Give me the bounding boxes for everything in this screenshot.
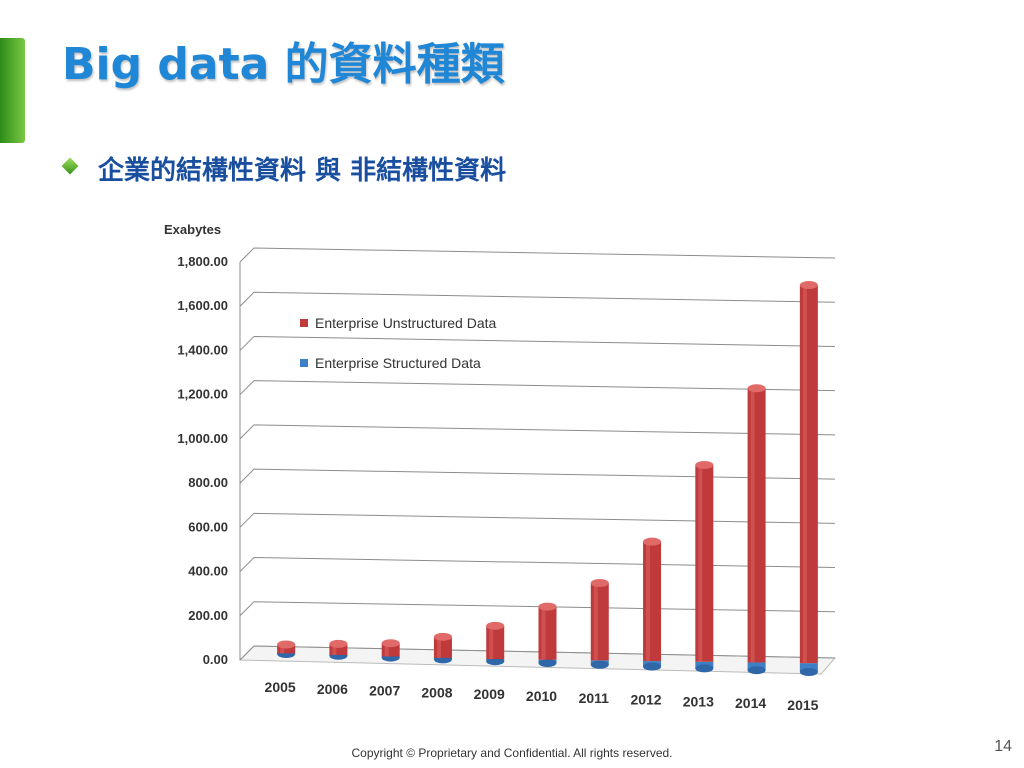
copyright-footer: Copyright © Proprietary and Confidential…	[351, 746, 673, 760]
bar-unstructured-cap	[433, 632, 452, 641]
x-tick-label: 2015	[787, 697, 818, 713]
bar-structured-base	[590, 660, 609, 669]
bar-structured-base	[747, 666, 766, 675]
y-tick-label: 1,200.00	[177, 387, 228, 402]
bar-unstructured-highlight	[698, 464, 703, 662]
y-tick-label: 800.00	[188, 475, 228, 490]
bar-unstructured-highlight	[384, 643, 389, 657]
legend-swatch	[300, 319, 308, 327]
slide-title: Big data 的資料種類	[62, 39, 505, 90]
x-tick-label: 2008	[421, 684, 452, 700]
bar-unstructured	[486, 625, 505, 659]
bar-unstructured	[277, 644, 296, 654]
legend-label: Enterprise Unstructured Data	[315, 315, 497, 331]
bar-structured-base	[695, 664, 714, 673]
bar-unstructured	[799, 285, 818, 664]
bar-unstructured	[590, 582, 609, 661]
back-wall	[240, 248, 835, 270]
y-tick-label: 400.00	[188, 564, 228, 579]
chart-floor	[238, 645, 837, 675]
gridline	[239, 247, 836, 263]
bar-unstructured-cap	[695, 460, 714, 469]
gridline	[239, 601, 836, 617]
y-tick-label: 1,800.00	[177, 254, 228, 269]
bar-unstructured-cap	[329, 639, 348, 648]
x-tick-label: 2012	[630, 692, 661, 708]
x-tick-label: 2007	[369, 683, 400, 699]
bar-unstructured-highlight	[280, 644, 285, 654]
gridline	[239, 557, 836, 572]
y-tick-label: 0.00	[203, 652, 228, 667]
chart-svg: 0.00 200.00 400.00 600.00 800.00 1,000.00 1,20…	[164, 222, 837, 713]
x-tick-label: 2005	[265, 679, 296, 695]
bar-unstructured-highlight	[750, 388, 755, 663]
x-tick-label: 2014	[735, 695, 766, 711]
x-tick-label: 2011	[579, 690, 610, 706]
gridline	[239, 512, 836, 528]
bar-unstructured-cap	[799, 281, 818, 290]
bar-unstructured-cap	[381, 639, 400, 648]
gridline	[239, 291, 836, 307]
page-number: 14	[994, 738, 1012, 755]
bar-structured	[799, 663, 818, 672]
x-tick-label: 2006	[317, 681, 348, 697]
bar-unstructured	[329, 643, 348, 655]
bar-unstructured	[643, 541, 662, 662]
y-axis-title: Exabytes	[164, 222, 221, 237]
gridline	[239, 335, 836, 351]
bar-unstructured-cap	[643, 537, 662, 546]
bar-unstructured-highlight	[541, 606, 546, 660]
bar-unstructured-cap	[486, 621, 505, 630]
bar-unstructured-highlight	[332, 643, 337, 655]
accent-bar	[0, 38, 25, 143]
bar-unstructured-highlight	[489, 625, 494, 659]
bar-unstructured-highlight	[436, 636, 441, 658]
bar-unstructured-cap	[747, 384, 766, 393]
bar-unstructured-highlight	[802, 285, 807, 664]
y-tick-label: 1,000.00	[177, 431, 228, 446]
y-tick-label: 1,400.00	[177, 342, 228, 357]
bar-unstructured	[747, 388, 766, 663]
x-tick-label: 2009	[474, 686, 505, 702]
bar-unstructured-cap	[538, 602, 557, 611]
bullet-item: 企業的結構性資料 與 非結構性資料	[61, 150, 507, 187]
bar-unstructured	[695, 464, 714, 662]
bullet-text: 企業的結構性資料 與 非結構性資料	[98, 156, 507, 186]
x-tick-label: 2013	[683, 693, 714, 709]
bar-structured-base	[799, 668, 818, 676]
gridline	[239, 380, 836, 396]
bar-structured-base	[538, 659, 557, 667]
gridline	[239, 645, 836, 661]
bar-structured-base	[486, 657, 505, 666]
bar-chart: 0.00 200.00 400.00 600.00 800.00 1,000.00 1,20…	[150, 210, 850, 740]
legend-label: Enterprise Structured Data	[315, 355, 481, 371]
bar-structured-base	[643, 662, 662, 671]
diamond-bullet-icon	[61, 157, 79, 174]
bar-unstructured-highlight	[646, 541, 651, 662]
bar-unstructured	[538, 606, 557, 660]
bar-unstructured-highlight	[593, 582, 598, 661]
legend-swatch	[300, 359, 308, 367]
y-tick-label: 600.00	[188, 519, 228, 534]
bar-unstructured-cap	[590, 578, 609, 587]
x-tick-label: 2010	[526, 688, 557, 704]
bar-unstructured-cap	[277, 640, 296, 649]
y-tick-label: 200.00	[188, 608, 228, 623]
y-tick-label: 1,600.00	[177, 298, 228, 313]
gridline	[239, 424, 836, 440]
gridline	[239, 468, 836, 484]
